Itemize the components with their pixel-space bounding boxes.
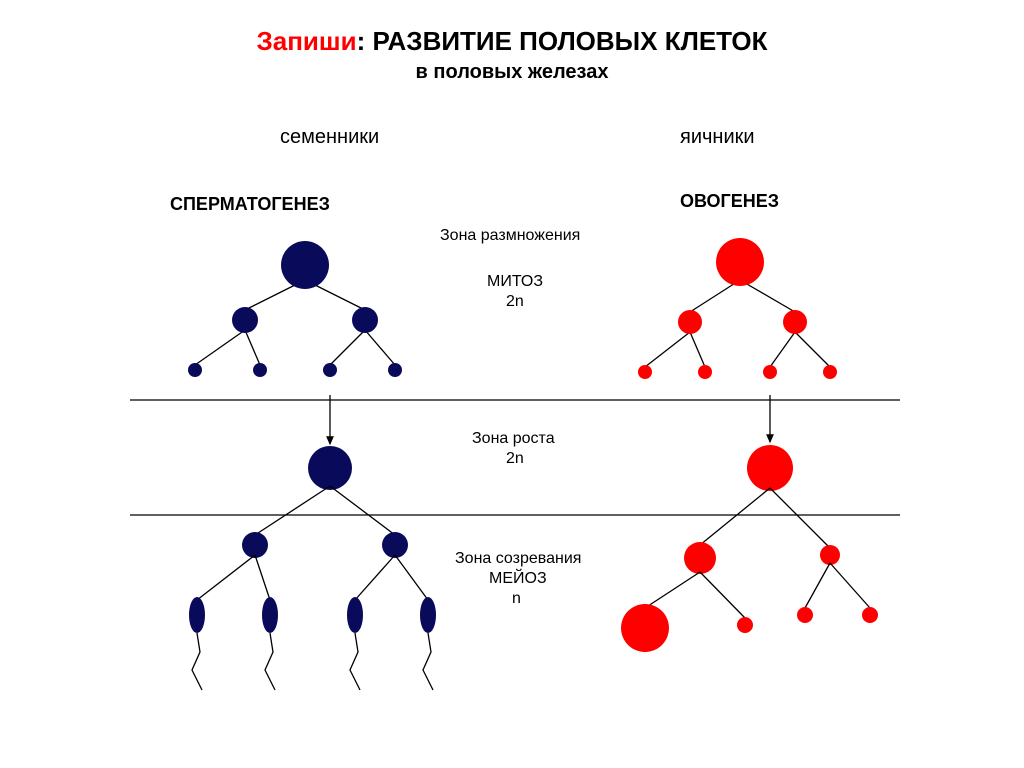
label-right-process: ОВОГЕНЕЗ	[680, 191, 779, 211]
zone3-sub1: МЕЙОЗ	[489, 568, 547, 587]
zone3-sub2: n	[512, 590, 521, 607]
title-main: : РАЗВИТИЕ ПОЛОВЫХ КЛЕТОК	[357, 26, 768, 56]
label-left-process: СПЕРМАТОГЕНЕЗ	[170, 194, 330, 214]
male-tree	[188, 241, 436, 690]
title-subtitle: в половых железах	[416, 61, 609, 83]
label-right-organ: яичники	[680, 126, 755, 148]
zone1-sub1: МИТОЗ	[487, 273, 543, 290]
female-tree	[621, 238, 878, 652]
zone3-label: Зона созревания	[455, 550, 581, 567]
label-left-organ: семенники	[280, 126, 379, 148]
title-prefix: Запиши	[256, 26, 356, 56]
zone2-sub: 2n	[506, 450, 524, 467]
gametogenesis-diagram: семенники яичники СПЕРМАТОГЕНЕЗ ОВОГЕНЕЗ…	[0, 88, 1024, 768]
zone1-label: Зона размножения	[440, 227, 580, 244]
zone2-label: Зона роста	[472, 430, 555, 447]
zone1-sub2: 2n	[506, 293, 524, 310]
